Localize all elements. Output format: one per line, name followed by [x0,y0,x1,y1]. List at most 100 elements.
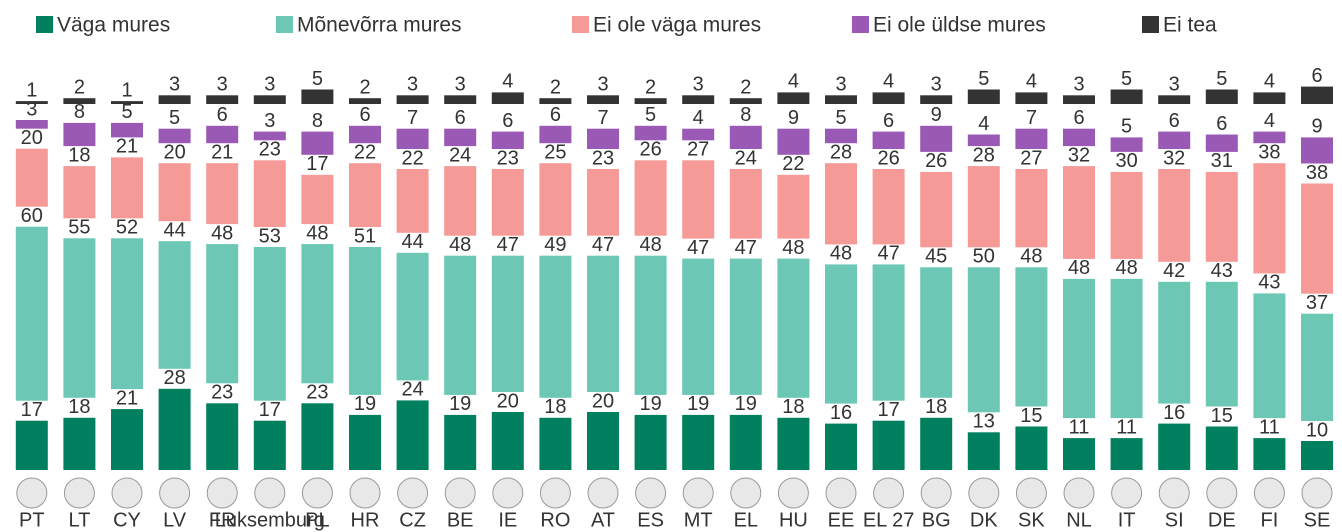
value-label: 2 [550,76,561,98]
x-tick-label: SK [1018,509,1045,531]
bar-segment [1253,131,1286,144]
bar-segment [920,95,953,104]
bar-segment [539,163,572,236]
bar-segment [634,98,667,104]
bar-segment [1301,183,1333,294]
bar-segment [682,95,715,104]
flag [587,477,619,509]
value-label: 7 [1026,107,1037,129]
bar-segment [1158,281,1191,404]
value-label: 25 [544,141,566,163]
bar-segment [349,247,381,395]
value-label: 21 [116,136,138,158]
value-label: 3 [693,74,704,96]
value-label: 11 [1069,416,1090,438]
bar-segment [1158,131,1191,149]
bar-segment [491,255,524,392]
flag [539,477,571,509]
bar-segment [587,128,619,149]
bar-segment [1063,438,1095,470]
bar-segment [444,128,477,147]
value-label: 19 [354,393,376,415]
bar-segment [1015,267,1048,407]
bar-segment [967,89,1000,104]
value-label: 48 [639,234,661,256]
value-label: 5 [1121,116,1132,138]
value-label: 17 [259,399,281,421]
value-label: 8 [312,110,323,132]
bar-segment [729,414,762,470]
value-label: 6 [1073,107,1084,129]
value-label: 28 [163,367,185,389]
bar-segment [206,125,239,144]
value-label: 5 [978,68,989,90]
bar-segment [587,255,619,392]
bar-segment [1205,426,1238,470]
bar-segment [253,420,286,470]
value-label: 23 [592,147,614,169]
value-label: 21 [116,387,138,409]
bar-segment [1253,92,1286,104]
flag [1158,477,1190,509]
bar-segment [682,160,715,239]
x-tick-label: PL [305,509,329,531]
bar-segment [396,252,429,381]
bar-segment [396,128,429,149]
bar-segment [349,414,381,470]
value-label: 17 [21,399,43,421]
value-label: 17 [306,153,328,175]
bar-segment [872,131,905,149]
value-label: 3 [264,110,275,132]
flag [63,477,95,509]
x-tick-label: Luksemburg [215,509,325,531]
value-label: 20 [497,390,519,412]
x-tick-label: EL 27 [863,509,915,531]
value-label: 27 [1020,147,1042,169]
value-label: 5 [645,104,656,126]
bar-segment [1063,278,1095,419]
value-label: 18 [925,396,947,418]
value-label: 48 [211,222,233,244]
value-label: 48 [449,234,471,256]
bar-segment [158,95,191,104]
bar-segment [634,160,667,236]
value-label: 32 [1163,147,1185,169]
value-label: 4 [502,71,513,93]
value-label: 6 [359,104,370,126]
legend-label: Ei ole üldse mures [873,14,1046,37]
bar-segment [682,258,715,395]
bar-segment [396,400,429,470]
value-label: 47 [877,243,899,265]
value-label: 24 [449,144,471,166]
x-tick-label: DE [1208,509,1236,531]
flag [1253,477,1285,509]
value-label: 11 [1116,416,1137,438]
value-label: 2 [645,76,656,98]
bar-segment [1253,438,1286,470]
bar-segment [491,169,524,236]
value-label: 28 [973,144,995,166]
value-label: 28 [830,141,852,163]
value-label: 43 [1258,272,1280,294]
bar-segment [1158,95,1191,104]
value-label: 18 [544,396,566,418]
bar-segment [63,238,96,398]
bar-segment [920,267,953,398]
x-tick-label: CY [113,509,141,531]
bar-segment [539,98,572,104]
value-label: 6 [1311,65,1322,87]
value-label: 5 [1121,68,1132,90]
bar-segment [396,95,429,104]
value-label: 3 [1169,74,1180,96]
bar-segment [1205,89,1238,104]
value-label: 48 [1068,257,1090,279]
value-label: 3 [1073,74,1084,96]
flag [1206,477,1238,509]
bar-segment [15,101,48,104]
value-label: 47 [497,234,519,256]
x-tick-label: LV [163,509,187,531]
value-label: 3 [931,74,942,96]
value-label: 3 [26,98,37,120]
bar-segment [206,244,239,384]
bar-segment [920,417,953,470]
